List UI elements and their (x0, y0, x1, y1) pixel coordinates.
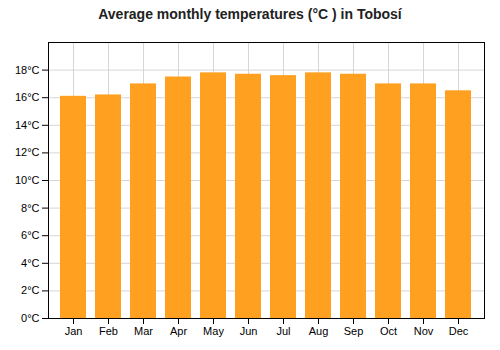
svg-text:16°C: 16°C (15, 91, 40, 103)
svg-text:4°C: 4°C (21, 257, 40, 269)
svg-text:14°C: 14°C (15, 119, 40, 131)
svg-text:0°C: 0°C (21, 312, 40, 324)
svg-text:6°C: 6°C (21, 229, 40, 241)
svg-text:Feb: Feb (99, 325, 118, 337)
svg-text:Aug: Aug (309, 325, 329, 337)
svg-text:8°C: 8°C (21, 202, 40, 214)
svg-text:Jun: Jun (240, 325, 258, 337)
html-text:Average monthly temperatures (: Average monthly temperatures (°C ) in To… (98, 6, 402, 22)
svg-text:12°C: 12°C (15, 146, 40, 158)
svg-text:Mar: Mar (134, 325, 153, 337)
svg-text:2°C: 2°C (21, 284, 40, 296)
svg-text:May: May (203, 325, 224, 337)
svg-text:Nov: Nov (414, 325, 434, 337)
svg-text:Jan: Jan (65, 325, 83, 337)
svg-text:Sep: Sep (344, 325, 364, 337)
svg-text:Dec: Dec (449, 325, 469, 337)
svg-text:Oct: Oct (380, 325, 397, 337)
svg-text:Apr: Apr (170, 325, 187, 337)
svg-text:10°C: 10°C (15, 174, 40, 186)
svg-text:18°C: 18°C (15, 64, 40, 76)
svg-text:Jul: Jul (276, 325, 290, 337)
